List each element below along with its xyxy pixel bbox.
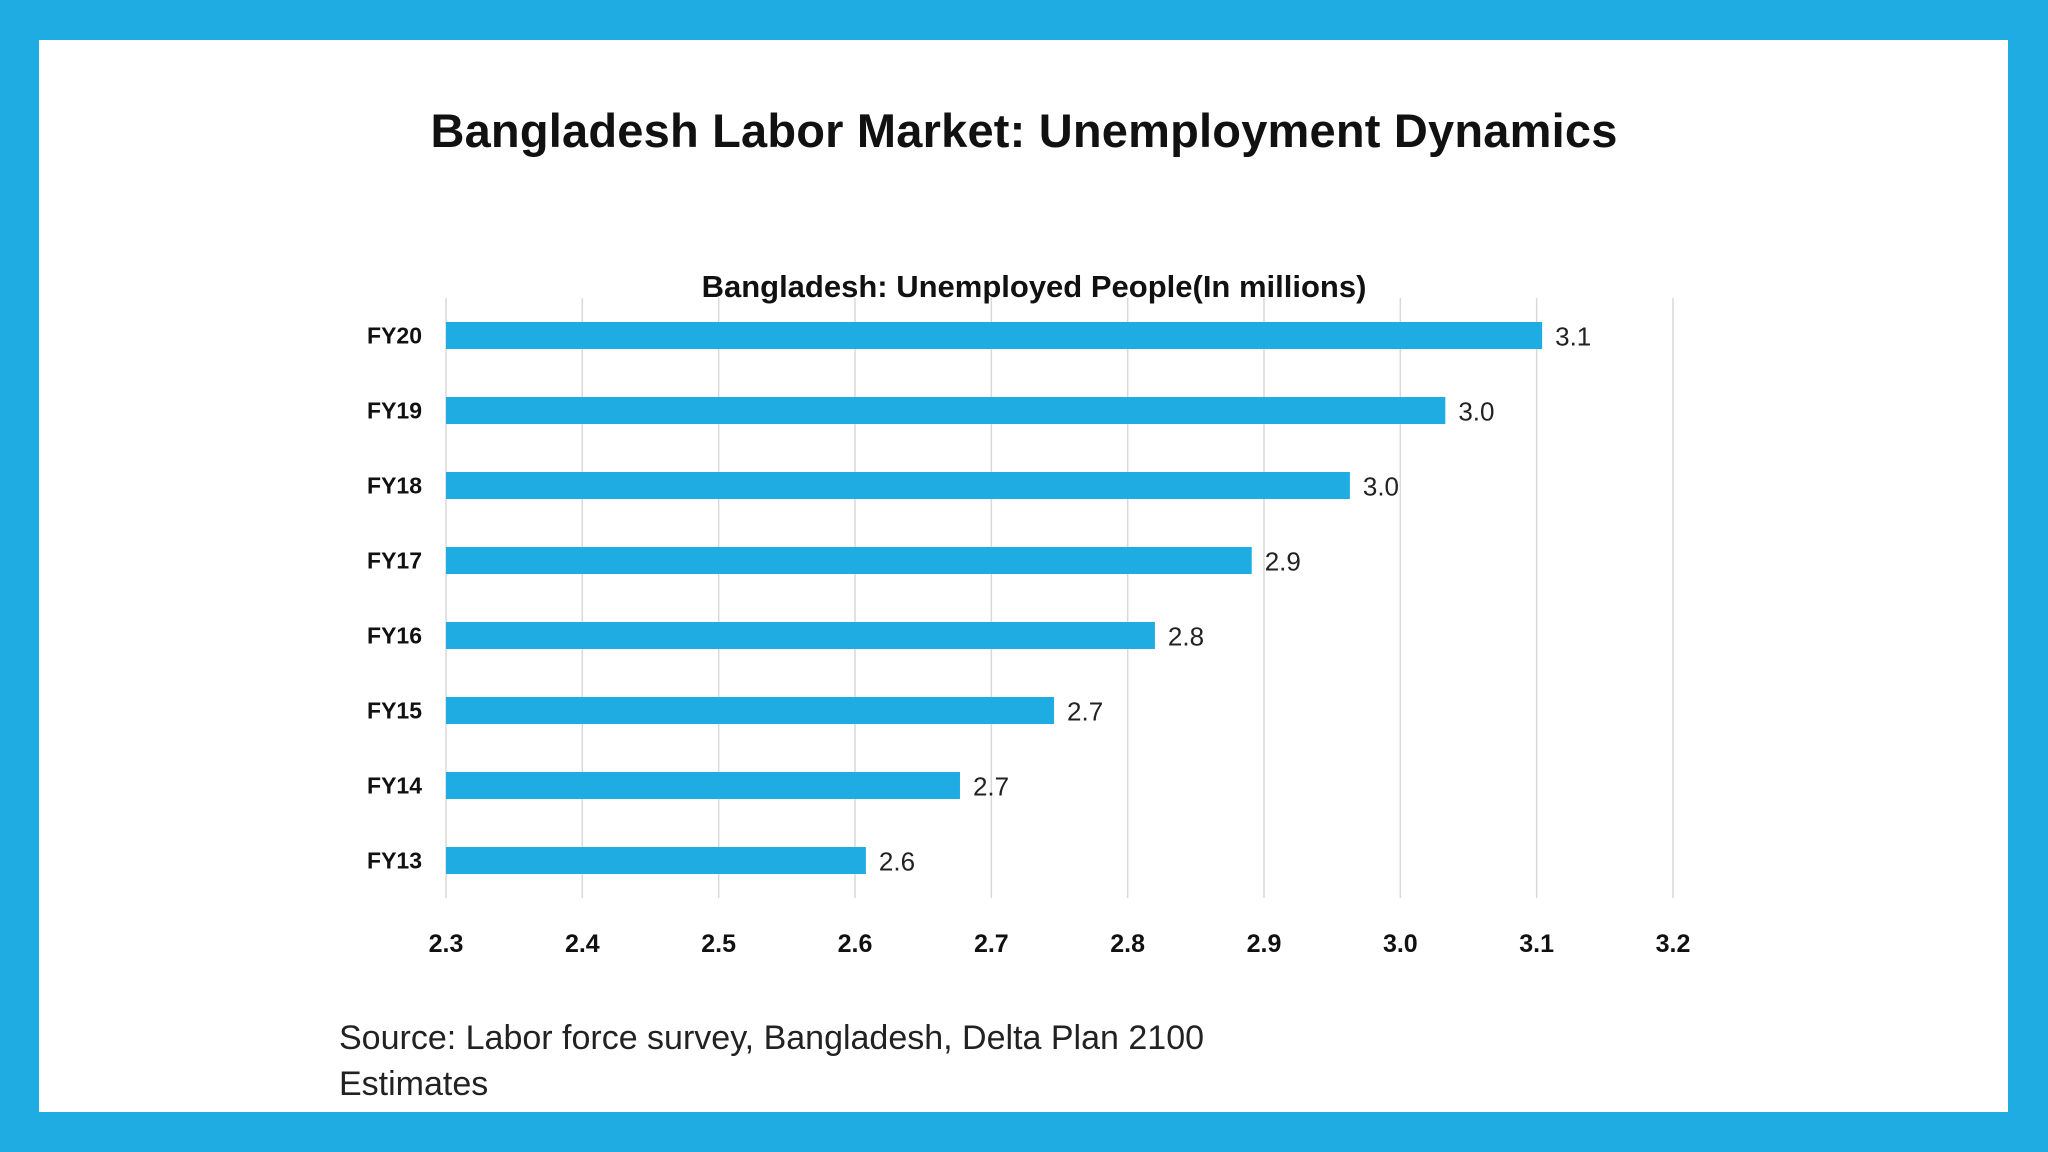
bar-fy17 <box>446 547 1252 574</box>
bar-fy20 <box>446 322 1543 349</box>
bar-fy14 <box>446 772 960 799</box>
x-tick-label: 3.1 <box>1519 930 1554 958</box>
data-label: 2.7 <box>1067 697 1103 727</box>
category-label: FY20 <box>367 323 422 349</box>
data-label: 3.1 <box>1555 322 1591 352</box>
data-label: 2.9 <box>1265 547 1301 577</box>
slide-title: Bangladesh Labor Market: Unemployment Dy… <box>430 104 1618 157</box>
bar-fy15 <box>446 697 1055 724</box>
x-tick-label: 2.8 <box>1110 930 1145 958</box>
source-note: Source: Labor force survey, Bangladesh, … <box>339 1019 1205 1103</box>
bar-fy13 <box>446 847 866 874</box>
x-tick-label: 3.2 <box>1656 930 1691 958</box>
x-tick-label: 2.9 <box>1247 930 1282 958</box>
x-tick-label: 3.0 <box>1383 930 1418 958</box>
x-tick-label: 2.3 <box>429 930 464 958</box>
chart-title: Bangladesh: Unemployed People(In million… <box>701 269 1367 304</box>
category-label: FY15 <box>367 698 422 724</box>
data-label: 2.7 <box>973 772 1009 802</box>
x-tick-label: 2.5 <box>701 930 736 958</box>
x-tick-label: 2.7 <box>974 930 1009 958</box>
bar-fy19 <box>446 397 1446 424</box>
slide-panel: Bangladesh Labor Market: Unemployment Dy… <box>39 40 2008 1112</box>
category-label: FY19 <box>367 398 422 424</box>
data-label: 2.6 <box>879 847 915 877</box>
category-label: FY13 <box>367 848 422 874</box>
data-label: 3.0 <box>1458 397 1494 427</box>
category-label: FY18 <box>367 473 422 499</box>
data-label: 3.0 <box>1363 472 1399 502</box>
category-label: FY16 <box>367 623 422 649</box>
category-label: FY17 <box>367 548 422 574</box>
category-label: FY14 <box>367 773 422 799</box>
bar-fy16 <box>446 622 1155 649</box>
x-tick-label: 2.4 <box>565 930 600 958</box>
bar-fy18 <box>446 472 1350 499</box>
data-label: 2.8 <box>1168 622 1204 652</box>
x-tick-label: 2.6 <box>838 930 873 958</box>
